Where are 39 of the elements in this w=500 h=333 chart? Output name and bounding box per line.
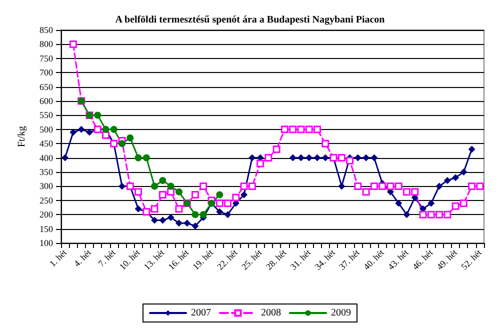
y-tick-label: 600 bbox=[40, 96, 54, 106]
x-tick-label: 1. hét bbox=[47, 247, 69, 269]
x-tick-label: 37. hét bbox=[337, 247, 362, 272]
x-tick-label: 28. hét bbox=[264, 247, 289, 272]
legend-label: 2009 bbox=[331, 308, 351, 318]
chart-title: A belföldi termesztésű spenót ára a Budapesti Nagybani Piacon bbox=[115, 14, 386, 26]
y-tick-label: 850 bbox=[40, 25, 54, 35]
y-tick-label: 350 bbox=[40, 167, 54, 177]
x-tick-label: 46. hét bbox=[410, 247, 436, 272]
x-tick-label: 25. hét bbox=[239, 247, 264, 272]
x-tick-label: 52. hét bbox=[459, 247, 484, 272]
x-tick-label: 4. hét bbox=[72, 247, 94, 269]
x-tick-label: 10. hét bbox=[117, 247, 142, 272]
y-tick-label: 150 bbox=[40, 224, 54, 234]
y-tick-label: 400 bbox=[40, 152, 54, 163]
y-tick-label: 450 bbox=[40, 138, 54, 149]
y-tick-label: 250 bbox=[40, 195, 54, 206]
x-tick-label: 49. hét bbox=[434, 247, 460, 272]
y-axis-title: Ft/kg bbox=[16, 126, 28, 148]
y-tick-label: 550 bbox=[40, 110, 54, 120]
y-tick-label: 750 bbox=[40, 53, 54, 64]
y-tick-label: 650 bbox=[40, 82, 54, 92]
x-tick-label: 31. hét bbox=[288, 247, 313, 272]
x-tick-label: 22. hét bbox=[215, 247, 240, 272]
y-tick-label: 500 bbox=[40, 124, 54, 134]
x-tick-label: 13. hét bbox=[142, 247, 167, 272]
y-tick-label: 100 bbox=[40, 238, 54, 248]
x-tick-label: 16. hét bbox=[166, 247, 191, 272]
x-tick-label: 7. hét bbox=[96, 247, 118, 269]
x-tick-label: 40. hét bbox=[361, 247, 386, 272]
legend-label: 2007 bbox=[191, 308, 211, 318]
y-tick-label: 800 bbox=[40, 39, 54, 50]
legend-label: 2008 bbox=[261, 308, 281, 318]
y-tick-label: 700 bbox=[40, 68, 54, 78]
x-tick-label: 43. hét bbox=[386, 247, 411, 272]
y-tick-label: 300 bbox=[40, 181, 54, 192]
x-tick-label: 34. hét bbox=[312, 247, 338, 272]
y-tick-label: 200 bbox=[40, 210, 54, 220]
x-tick-label: 19. hét bbox=[190, 247, 216, 272]
